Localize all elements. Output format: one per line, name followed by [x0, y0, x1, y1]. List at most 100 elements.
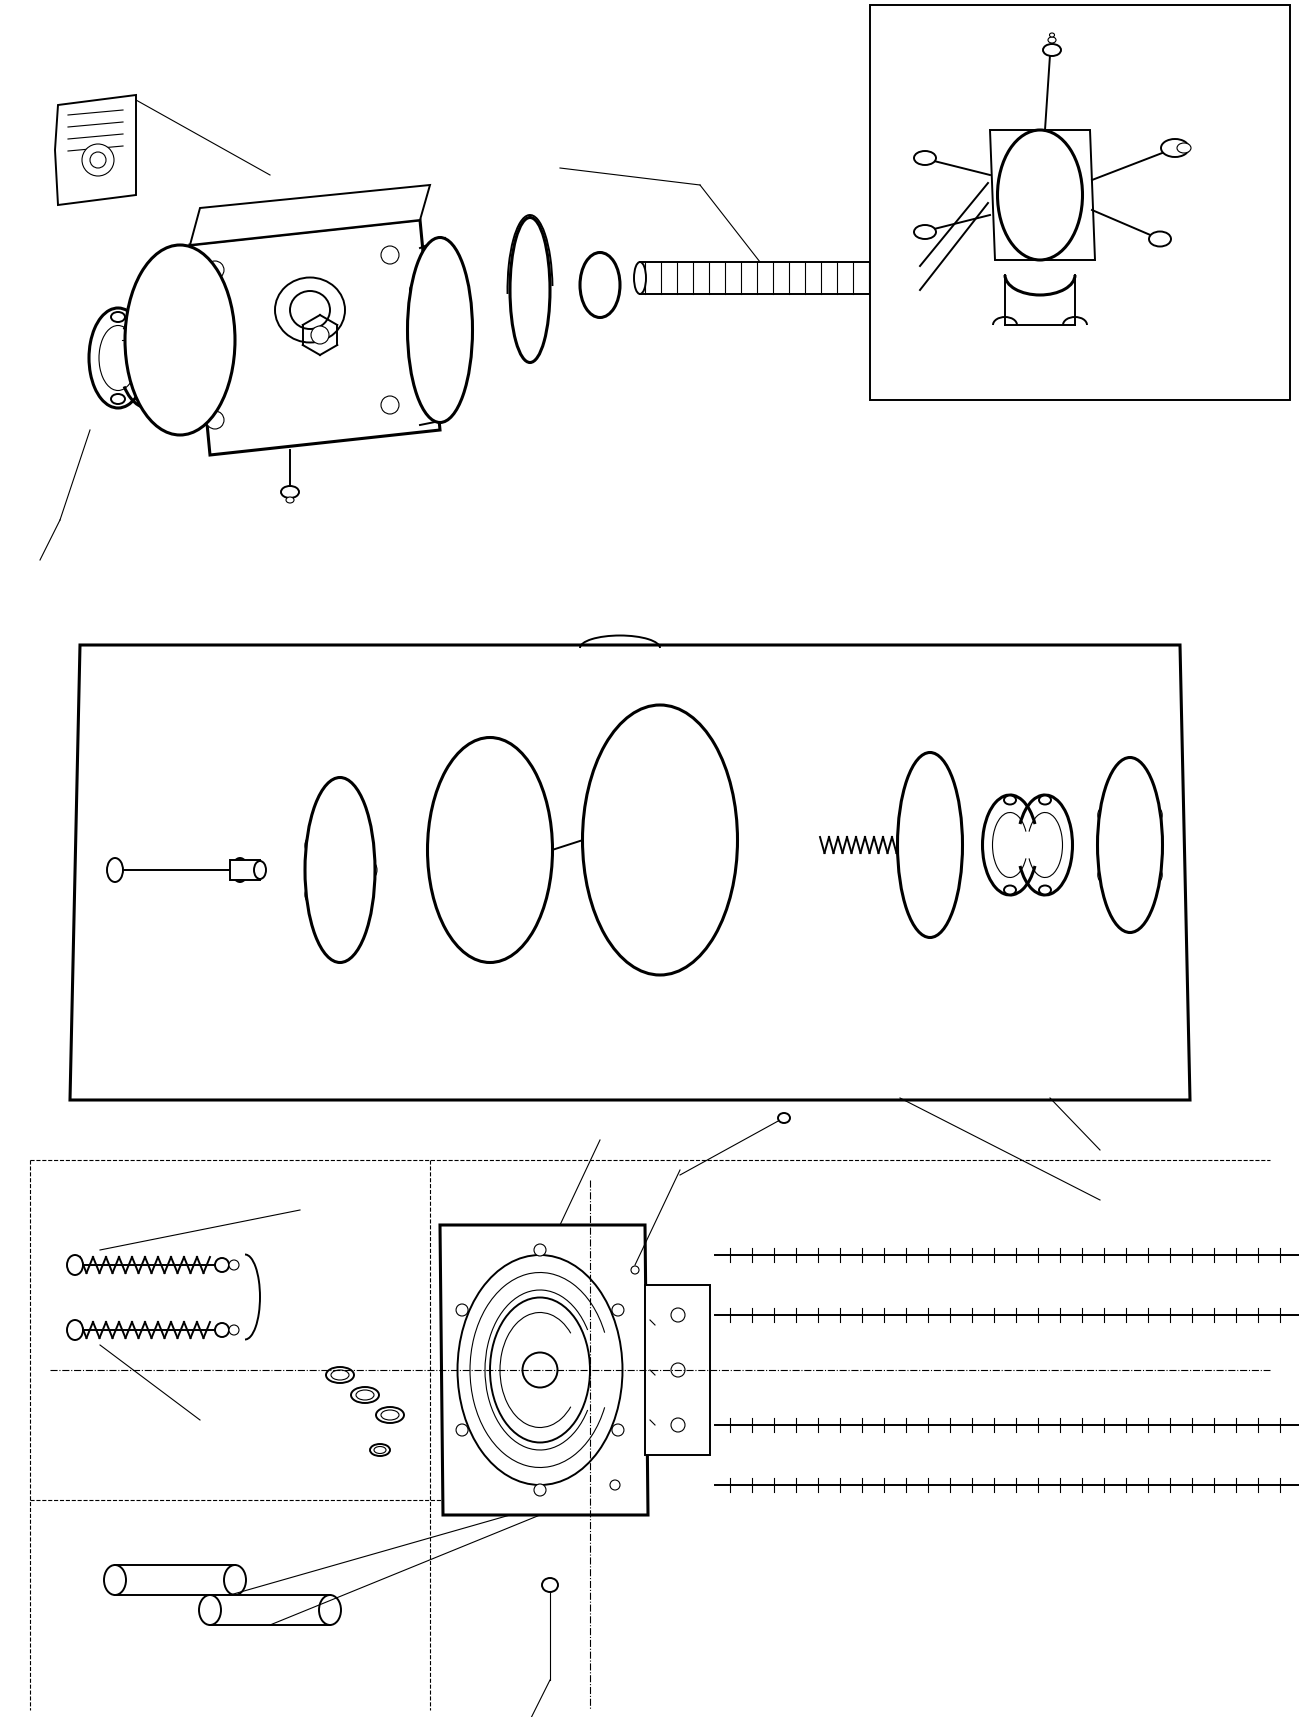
Ellipse shape [692, 893, 707, 913]
Ellipse shape [142, 393, 155, 403]
Ellipse shape [140, 270, 220, 410]
Ellipse shape [374, 1446, 386, 1454]
Polygon shape [440, 1224, 648, 1514]
Ellipse shape [444, 867, 456, 886]
Ellipse shape [320, 924, 329, 941]
Ellipse shape [898, 752, 963, 937]
Ellipse shape [692, 766, 707, 788]
Ellipse shape [356, 1391, 374, 1399]
Ellipse shape [216, 1324, 229, 1338]
Ellipse shape [526, 841, 538, 858]
Ellipse shape [640, 821, 679, 858]
Ellipse shape [381, 246, 399, 264]
Ellipse shape [914, 263, 926, 294]
Ellipse shape [68, 1255, 83, 1276]
Ellipse shape [1108, 780, 1152, 910]
Ellipse shape [310, 326, 329, 343]
Ellipse shape [492, 833, 499, 840]
Ellipse shape [90, 153, 107, 168]
Ellipse shape [443, 762, 538, 937]
Ellipse shape [520, 242, 540, 338]
Ellipse shape [1098, 809, 1107, 822]
Ellipse shape [368, 862, 377, 877]
Ellipse shape [305, 886, 314, 903]
Ellipse shape [908, 778, 952, 912]
Ellipse shape [104, 1564, 126, 1595]
Ellipse shape [582, 706, 738, 975]
Ellipse shape [914, 151, 937, 165]
Ellipse shape [662, 733, 675, 754]
Ellipse shape [918, 834, 940, 857]
Ellipse shape [650, 853, 657, 860]
Ellipse shape [216, 1259, 229, 1272]
Ellipse shape [457, 1255, 622, 1485]
Ellipse shape [199, 1595, 221, 1624]
Ellipse shape [162, 323, 197, 357]
Ellipse shape [587, 263, 613, 307]
Ellipse shape [408, 237, 473, 422]
Ellipse shape [534, 1483, 546, 1496]
Ellipse shape [1150, 232, 1170, 247]
Ellipse shape [611, 1480, 620, 1490]
Ellipse shape [110, 312, 125, 323]
Ellipse shape [604, 862, 618, 884]
Ellipse shape [673, 829, 681, 836]
Ellipse shape [370, 1444, 390, 1456]
Ellipse shape [501, 841, 507, 846]
Ellipse shape [672, 1363, 685, 1377]
Ellipse shape [672, 1308, 685, 1322]
Ellipse shape [255, 860, 266, 879]
Ellipse shape [511, 218, 549, 362]
Polygon shape [70, 646, 1190, 1101]
Ellipse shape [1154, 809, 1163, 822]
Ellipse shape [662, 925, 675, 948]
Ellipse shape [340, 792, 351, 807]
Ellipse shape [410, 282, 430, 299]
Polygon shape [190, 220, 440, 455]
Ellipse shape [305, 778, 375, 963]
Ellipse shape [501, 853, 507, 858]
Ellipse shape [1004, 795, 1016, 805]
Ellipse shape [462, 773, 475, 792]
Ellipse shape [110, 393, 125, 403]
Ellipse shape [1039, 795, 1051, 805]
Ellipse shape [473, 853, 479, 858]
Ellipse shape [1177, 143, 1191, 153]
Ellipse shape [579, 252, 620, 318]
Bar [210, 1595, 330, 1624]
Ellipse shape [456, 1423, 468, 1435]
Ellipse shape [1161, 139, 1189, 156]
Ellipse shape [481, 833, 487, 840]
Ellipse shape [627, 913, 640, 936]
Ellipse shape [314, 800, 365, 939]
Ellipse shape [233, 858, 248, 883]
Ellipse shape [673, 843, 681, 850]
Ellipse shape [381, 397, 399, 414]
Ellipse shape [473, 841, 479, 848]
Polygon shape [190, 185, 430, 246]
Ellipse shape [475, 834, 505, 865]
Ellipse shape [207, 410, 223, 429]
Ellipse shape [542, 1578, 559, 1592]
Ellipse shape [360, 908, 369, 924]
Ellipse shape [331, 1370, 349, 1380]
Ellipse shape [672, 1418, 685, 1432]
Ellipse shape [914, 225, 937, 239]
Polygon shape [55, 94, 136, 204]
Ellipse shape [491, 764, 503, 783]
Ellipse shape [664, 819, 670, 828]
Ellipse shape [482, 860, 487, 867]
Ellipse shape [627, 743, 640, 766]
Ellipse shape [68, 1320, 83, 1339]
Ellipse shape [462, 908, 475, 927]
Ellipse shape [320, 800, 329, 816]
Ellipse shape [1011, 148, 1070, 242]
Ellipse shape [1098, 757, 1163, 932]
Ellipse shape [125, 246, 235, 434]
Ellipse shape [640, 829, 647, 836]
Ellipse shape [326, 1367, 355, 1382]
Ellipse shape [142, 312, 155, 323]
Ellipse shape [82, 144, 114, 177]
Ellipse shape [516, 891, 529, 908]
Ellipse shape [444, 814, 456, 833]
